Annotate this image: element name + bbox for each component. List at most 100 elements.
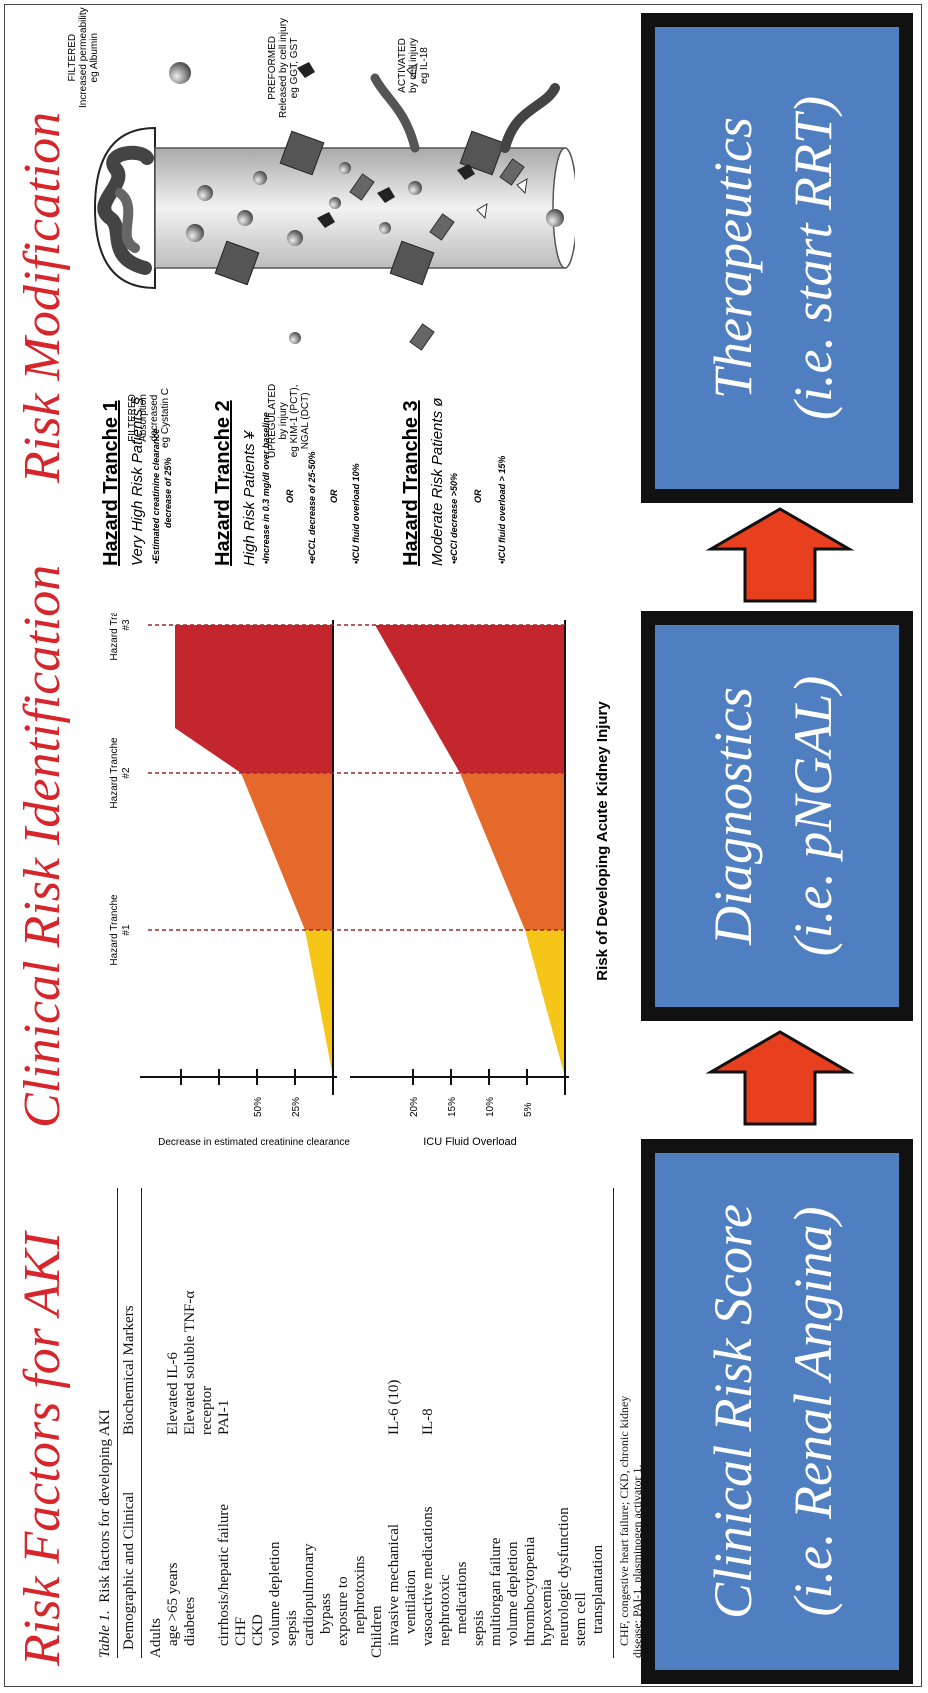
table-row: transplantation — [590, 1188, 607, 1658]
table-cell-marker: Elevated IL-6 — [165, 1352, 181, 1435]
box-therapeutics-line2: (i.e. start RRT) — [783, 96, 843, 420]
bottom-tick-label: 5% — [523, 1102, 534, 1117]
table-cell-marker: Elevated soluble TNF-α — [182, 1290, 198, 1435]
table-row: nephrotoxins — [352, 1188, 369, 1658]
tranche-label-num-3: #3 — [121, 619, 132, 631]
table-row: multiorgan failure — [488, 1188, 505, 1658]
bottom-region-tranche2 — [460, 773, 565, 930]
table-cell-factor: stem cell — [573, 1592, 589, 1646]
table-cell-factor: transplantation — [590, 1544, 606, 1634]
label-filtered-albumin: FILTERED Increased permeability eg Albumin — [67, 7, 100, 108]
top-region-tranche1 — [305, 930, 333, 1077]
tranche-label-1: Hazard Tranche — [109, 894, 120, 966]
table-footnote: CHF, congestive heart failure; CKD, chro… — [614, 1188, 644, 1658]
table-cell-factor: Adults — [148, 1617, 164, 1658]
label-preformed: PREFORMED Released by cell injury eg GGT, … — [267, 17, 300, 118]
risk-factor-table: Table 1. Risk factors for developing AKI… — [97, 1188, 644, 1658]
table-row: cirrhosis/hepatic failure PAI-1 — [216, 1188, 233, 1658]
table-cell-factor: multiorgan failure — [488, 1537, 504, 1646]
label-activated: ACTIVATED by cell injury eg IL-18 — [397, 37, 430, 93]
tranche-label-3: Hazard Tranche — [109, 613, 120, 661]
table-row: Adults — [148, 1188, 165, 1658]
label-upregulated: UPREGULATED by injury eg KIM-1 (PCT), NGAL … — [267, 383, 311, 458]
table-row: hypoxemia — [539, 1188, 556, 1658]
heading-clinical-risk-identification: Clinical Risk Identification — [14, 564, 71, 1128]
table-row: vasoactive medications IL-8 — [420, 1188, 437, 1658]
table-cell-factor: ventilation — [403, 1569, 419, 1634]
heading-risk-modification: Risk Modification — [14, 111, 71, 483]
tranche-label-2: Hazard Tranche — [109, 737, 120, 809]
box-clinical-risk-score-line2: (i.e. Renal Angina) — [783, 1206, 843, 1617]
tubule-illustration — [93, 62, 575, 351]
hazard-tranche-3-note1: •eCCl decrease >50% — [449, 473, 459, 564]
box-clinical-risk-score-line1: Clinical Risk Score — [703, 1204, 763, 1619]
hazard-tranche-1-title: Hazard Tranche 1 — [100, 400, 122, 566]
box-diagnostics-line1: Diagnostics — [703, 687, 763, 946]
box-diagnostics-line2: (i.e. pNGAL) — [783, 675, 843, 957]
bottom-y-axis-label: ICU Fluid Overload — [423, 1136, 517, 1148]
tranche-label-num-1: #1 — [121, 924, 132, 936]
figure-frame: Risk Factors for AKI Clinical Risk Ident… — [4, 4, 922, 1687]
x-axis-label: Risk of Developing Acute Kidney Injury — [594, 701, 611, 981]
table-cell-factor: nephrotoxins — [352, 1555, 368, 1634]
table-body: Adults age >65 years Elevated IL-6 diabetes… — [142, 1188, 607, 1658]
table-cell-factor: neurologic dysfunction — [556, 1507, 572, 1646]
aki-risk-chart: 25% 50% 5% 10% 15% 20% Decrease in estimated c… — [109, 613, 611, 1148]
table-row: bypass — [318, 1188, 335, 1658]
table-cell-marker: IL-6 (10) — [386, 1379, 402, 1435]
table-cell-factor: medications — [454, 1561, 470, 1634]
top-region-tranche3 — [175, 625, 333, 773]
bottom-region-tranche1 — [525, 930, 565, 1077]
hazard-tranche-2-title: Hazard Tranche 2 — [212, 400, 234, 566]
table-row: exposure to — [335, 1188, 352, 1658]
arrow-to-therapeutics — [705, 507, 855, 603]
tranche-label-num-2: #2 — [121, 767, 132, 779]
table-header-row: Demographic and Clinical Biochemical Mar… — [118, 1188, 141, 1658]
bottom-region-tranche3 — [375, 625, 565, 773]
table-cell-marker: IL-8 — [420, 1408, 436, 1435]
box-clinical-risk-score: Clinical Risk Score (i.e. Renal Angina) — [641, 1139, 913, 1684]
table-cell-factor — [199, 1435, 216, 1658]
bottom-tick-label: 20% — [409, 1097, 420, 1117]
hazard-tranche-3-or: OR — [473, 489, 483, 504]
table-row: stem cell — [573, 1188, 590, 1658]
table-row: diabetes Elevated soluble TNF-α — [182, 1188, 199, 1658]
table-cell-marker: receptor — [199, 1385, 215, 1435]
table-cell-factor: vasoactive medications — [420, 1506, 436, 1646]
table-cell-factor: nephrotoxic — [437, 1574, 453, 1646]
hazard-tranche-2-note3: •ICU fluid overload 10% — [351, 463, 361, 564]
table-row: invasive mechanical IL-6 (10) — [386, 1188, 403, 1658]
table-cell-factor: cirrhosis/hepatic failure — [216, 1503, 232, 1646]
glomerulus — [93, 126, 156, 290]
table-row: volume depletion — [505, 1188, 522, 1658]
hazard-tranche-3-note2: •ICU fluid overload > 15% — [497, 455, 507, 564]
table-cell-factor: thrombocytopenia — [522, 1536, 538, 1646]
table-row: sepsis — [471, 1188, 488, 1658]
table-cell-factor: bypass — [318, 1593, 334, 1634]
table-cell-factor: cardiopulmonary — [301, 1543, 317, 1646]
hazard-tranche-3-title: Hazard Tranche 3 — [400, 400, 422, 566]
table-cell-marker: PAI-1 — [216, 1399, 232, 1435]
bottom-tick-label: 10% — [485, 1097, 496, 1117]
bottom-tick-label: 15% — [447, 1097, 458, 1117]
top-tick-label-25: 25% — [291, 1097, 302, 1117]
table-row: sepsis — [284, 1188, 301, 1658]
table-cell-factor: sepsis — [284, 1610, 300, 1646]
table-cell-factor: exposure to — [335, 1576, 351, 1646]
biomarker-particles — [169, 62, 564, 344]
table-row: volume depletion — [267, 1188, 284, 1658]
table-row: thrombocytopenia — [522, 1188, 539, 1658]
hazard-tranche-2-or2: OR — [329, 489, 339, 504]
table-row: ventilation — [403, 1188, 420, 1658]
hazard-tranche-3-sub: Moderate Risk Patients ø — [429, 397, 446, 566]
tubule-cells — [214, 130, 505, 286]
box-therapeutics-line1: Therapeutics — [703, 117, 763, 399]
tubule — [154, 147, 566, 269]
box-therapeutics: Therapeutics (i.e. start RRT) — [641, 13, 913, 503]
heading-risk-factors: Risk Factors for AKI — [14, 1232, 71, 1666]
table-row: CHF — [233, 1188, 250, 1658]
landscape-stage: Risk Factors for AKI Clinical Risk Ident… — [5, 5, 921, 1686]
box-diagnostics: Diagnostics (i.e. pNGAL) — [641, 611, 913, 1021]
table-cell-factor: CKD — [250, 1614, 266, 1646]
hazard-tranche-1-note2: decrease of 25% — [163, 457, 173, 528]
